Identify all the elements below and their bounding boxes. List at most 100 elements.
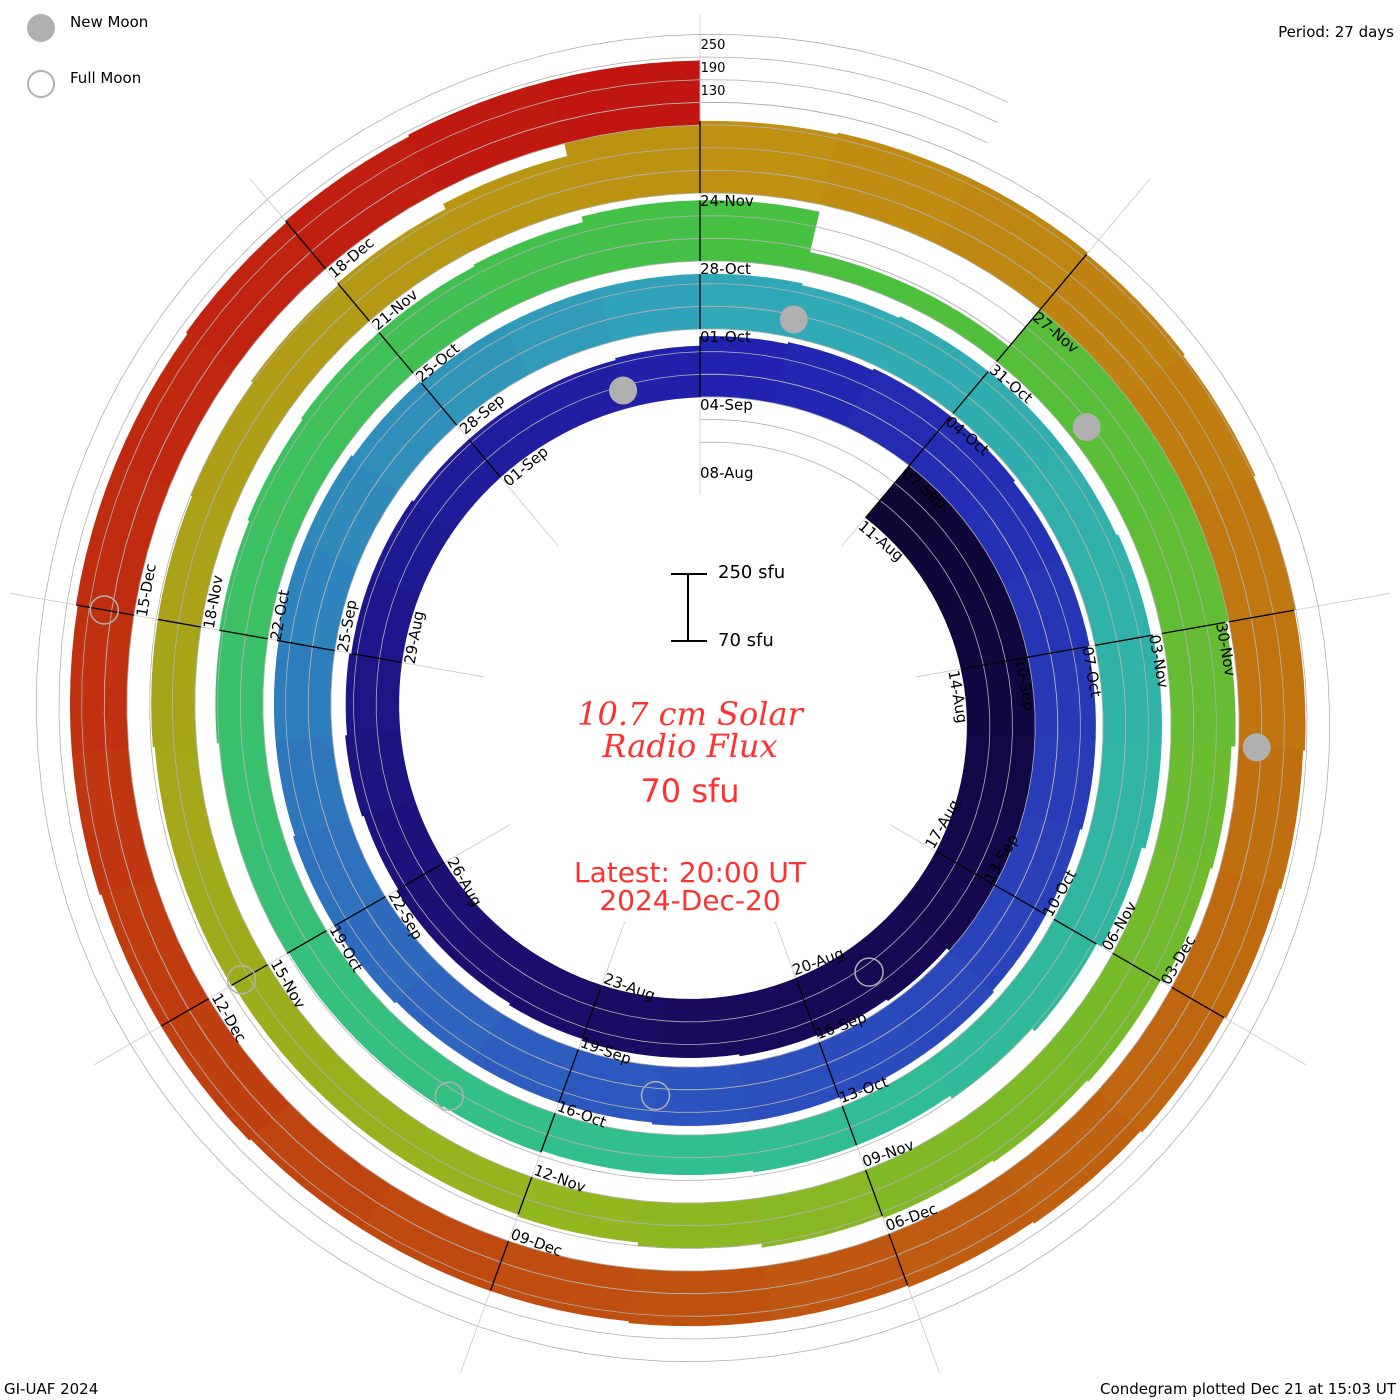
date-label: 01-Oct xyxy=(700,328,751,346)
chart-title: 10.7 cm Solar Radio Flux xyxy=(480,698,900,762)
date-divider xyxy=(795,978,818,1036)
full-moon-icon xyxy=(27,70,55,98)
new-moon-marker xyxy=(779,305,808,334)
flux-day-band xyxy=(273,640,336,741)
flux-day-band xyxy=(151,619,202,748)
level-guide-spiral xyxy=(58,56,1308,1340)
flux-day-band xyxy=(1228,609,1306,751)
date-divider xyxy=(398,862,445,890)
flux-day-band xyxy=(581,200,701,277)
flux-day-band xyxy=(699,336,789,404)
date-divider xyxy=(468,439,501,478)
date-divider xyxy=(1039,253,1088,310)
date-divider xyxy=(285,220,327,270)
title-line-2: Radio Flux xyxy=(602,727,778,765)
date-divider xyxy=(581,985,603,1039)
flux-day-band xyxy=(275,736,350,837)
flux-day-band xyxy=(659,995,740,1059)
flux-day-band xyxy=(345,732,416,817)
flux-day-band xyxy=(69,604,135,752)
flux-day-band xyxy=(71,747,155,896)
date-divider xyxy=(337,282,370,322)
flux-bands xyxy=(69,60,1306,1327)
date-divider xyxy=(517,1176,533,1215)
date-divider xyxy=(865,1169,884,1217)
date-divider xyxy=(996,308,1041,362)
flux-day-band xyxy=(218,740,285,853)
flux-day-band xyxy=(732,977,817,1057)
date-divider xyxy=(1228,609,1295,623)
flux-day-band xyxy=(764,1233,908,1321)
level-label: 250 xyxy=(701,38,726,53)
flux-day-band xyxy=(852,903,948,1002)
new-moon-legend-label: New Moon xyxy=(70,13,149,31)
latest-time: Latest: 20:00 UT xyxy=(573,856,807,889)
latest-date: 2024-Dec-20 xyxy=(599,884,781,917)
new-moon-marker xyxy=(1072,413,1101,442)
date-divider xyxy=(351,652,402,664)
level-guide-spiral xyxy=(81,79,1285,1317)
date-divider xyxy=(935,850,997,887)
date-divider xyxy=(952,371,989,414)
flux-day-band xyxy=(215,630,269,744)
date-dividers xyxy=(76,121,1295,1291)
date-divider xyxy=(994,884,1047,916)
date-label: 08-Aug xyxy=(700,464,753,482)
flux-day-band xyxy=(508,957,602,1040)
date-label: 04-Sep xyxy=(700,396,753,414)
flux-day-band xyxy=(490,1240,636,1322)
flux-day-band xyxy=(651,1063,748,1126)
date-divider xyxy=(558,1049,579,1103)
level-label: 190 xyxy=(701,61,726,76)
date-divider xyxy=(818,1041,840,1098)
date-divider xyxy=(76,604,134,616)
level-labels: 250 190 130 xyxy=(701,38,726,99)
full-moon-marker xyxy=(226,964,257,995)
date-divider xyxy=(1027,646,1088,658)
date-divider xyxy=(421,382,458,426)
flux-day-band xyxy=(628,1265,772,1327)
date-divider xyxy=(888,1233,909,1286)
footer-plot-time: Condegram plotted Dec 21 at 15:03 UT xyxy=(1100,1380,1396,1398)
date-divider xyxy=(841,1105,858,1146)
date-divider xyxy=(334,896,386,927)
flux-day-band xyxy=(75,462,171,616)
date-divider xyxy=(219,629,268,640)
scale-top-label: 250 sfu xyxy=(718,562,786,583)
date-divider xyxy=(157,618,201,628)
moon-markers xyxy=(89,305,1271,1111)
date-divider xyxy=(286,930,327,954)
date-divider xyxy=(908,415,952,467)
date-divider xyxy=(1053,918,1097,945)
date-divider xyxy=(489,1240,510,1291)
footer-credit: GI-UAF 2024 xyxy=(4,1380,99,1398)
current-value: 70 sfu xyxy=(640,772,740,810)
date-divider xyxy=(276,639,335,652)
full-moon-marker xyxy=(640,1080,671,1111)
date-divider xyxy=(1112,952,1161,982)
date-label: 28-Oct xyxy=(700,260,751,278)
date-divider xyxy=(1171,986,1225,1019)
level-label: 130 xyxy=(701,84,726,99)
flux-day-band xyxy=(372,500,454,595)
date-divider xyxy=(960,654,1042,670)
flux-day-band xyxy=(1088,738,1162,849)
scale-bottom-label: 70 sfu xyxy=(718,630,774,651)
flux-day-band xyxy=(154,744,220,872)
date-divider xyxy=(540,1112,556,1153)
date-divider xyxy=(378,332,414,374)
date-divider xyxy=(160,998,209,1027)
new-moon-icon xyxy=(27,14,55,42)
full-moon-marker xyxy=(434,1081,465,1111)
date-divider xyxy=(231,964,268,987)
flux-scale-bar xyxy=(671,573,707,642)
new-moon-marker xyxy=(1242,733,1271,762)
full-moon-marker xyxy=(89,595,120,625)
title-line-1: 10.7 cm Solar xyxy=(577,695,803,733)
date-divider xyxy=(1094,634,1153,646)
period-label: Period: 27 days xyxy=(1278,23,1394,41)
level-guide-spiral xyxy=(35,33,1331,1363)
date-label: 24-Nov xyxy=(700,192,754,210)
flux-day-band xyxy=(646,1130,754,1176)
